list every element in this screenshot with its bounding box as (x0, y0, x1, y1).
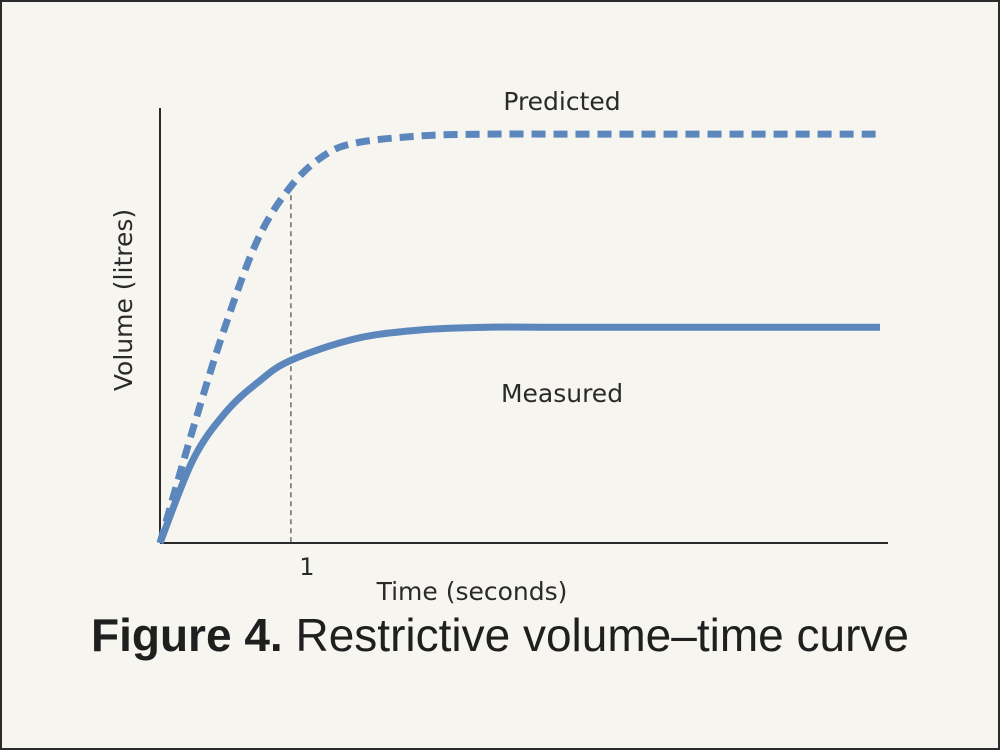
series-line-predicted (156, 130, 880, 544)
figure-caption: Figure 4. Restrictive volume–time curve (0, 608, 1000, 662)
series-label-measured: Measured (501, 379, 623, 408)
x-tick-label-1: 1 (299, 553, 314, 581)
x-axis-label: Time (seconds) (376, 577, 568, 606)
series-line-measured (156, 323, 880, 545)
caption-title: Restrictive volume–time curve (282, 609, 910, 661)
caption-figure-number: Figure 4. (90, 609, 283, 661)
series-label-predicted: Predicted (503, 87, 620, 116)
y-axis-label: Volume (litres) (109, 209, 138, 391)
